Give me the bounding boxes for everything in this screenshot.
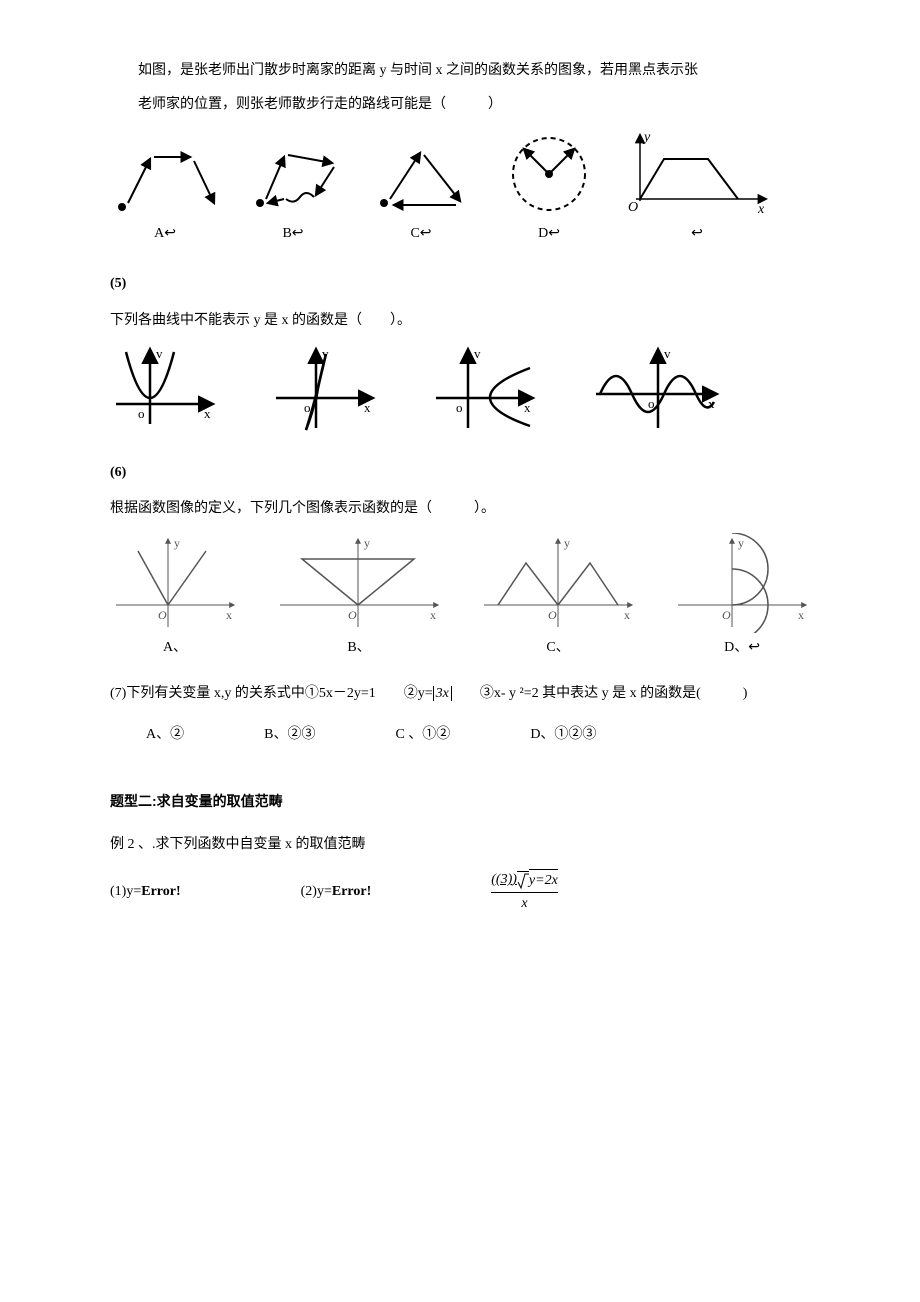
q4-diag-b: B↩ <box>238 139 348 245</box>
q7-mid: ③x- y ²=2 其中表达 y 是 x 的函数是( ) <box>452 686 748 701</box>
svg-text:y: y <box>174 536 180 550</box>
q4-diag-graph: y O x ↩ <box>622 129 772 245</box>
q7-text: (7)下列有关变量 x,y 的关系式中①5x－2y=1 ②y=3x ③x- y … <box>110 683 840 705</box>
q6-num: (6) <box>110 462 840 484</box>
q5-text: 下列各曲线中不能表示 y 是 x 的函数是（ ）。 <box>110 310 840 332</box>
svg-text:y: y <box>564 536 570 550</box>
q7-opt-d: D、①②③ <box>530 724 596 746</box>
svg-text:x: x <box>524 400 531 415</box>
q4-line2: 老师家的位置，则张老师散步行走的路线可能是（ ） <box>110 94 840 116</box>
q6-diag-d: y O x D、↩ <box>672 533 812 659</box>
q6-diag-a: y O x A、 <box>110 533 240 659</box>
ex2-items: (1)y=Error! (2)y=Error! ((3)) y=2x x <box>110 869 840 916</box>
q7-opt-b: B、②③ <box>264 724 315 746</box>
svg-text:o: o <box>456 400 463 415</box>
q5-diag-1: v o x <box>110 344 220 434</box>
q7-abs: 3x <box>433 686 452 701</box>
svg-text:v: v <box>474 346 481 361</box>
svg-text:v: v <box>664 346 671 361</box>
q4-label-b: B↩ <box>282 223 303 245</box>
q5-diag-4: v o x <box>590 344 720 434</box>
q6-diag-c: y O x C、 <box>478 533 638 659</box>
q4-axis-x: x <box>757 202 765 217</box>
q6-label-d: D、↩ <box>724 637 760 659</box>
svg-text:x: x <box>798 608 804 622</box>
q4-label-e: ↩ <box>691 223 703 245</box>
ex2-title: 例 2 、.求下列函数中自变量 x 的取值范畴 <box>110 834 840 856</box>
svg-text:o: o <box>304 400 311 415</box>
q4-axis-y: y <box>642 130 651 145</box>
q4-label-c: C↩ <box>410 223 431 245</box>
svg-text:x: x <box>226 608 232 622</box>
section2-heading: 题型二:求自变量的取值范畴 <box>110 790 840 812</box>
q4-axis-o: O <box>628 200 638 215</box>
q7-pre: (7)下列有关变量 x,y 的关系式中①5x－2y=1 ②y= <box>110 686 433 701</box>
svg-text:v: v <box>156 346 163 361</box>
q6-diag-b: y O x B、 <box>274 533 444 659</box>
q6-label-a: A、 <box>163 637 187 659</box>
q7-options: A、② B、②③ C 、①② D、①②③ <box>146 724 840 746</box>
svg-text:x: x <box>624 608 630 622</box>
svg-text:y: y <box>364 536 370 550</box>
svg-text:x: x <box>204 406 211 421</box>
ex2-item2: (2)y=Error! <box>301 881 372 903</box>
q4-line1: 如图，是张老师出门散步时离家的距离 y 与时间 x 之间的函数关系的图象，若用黑… <box>110 60 840 82</box>
q5-diag-3: v o x <box>430 344 540 434</box>
q5-diagram-row: v o x v o x v o x v o x <box>110 344 840 434</box>
q4-diag-d: D↩ <box>494 129 604 245</box>
q4-label-a: A↩ <box>154 223 176 245</box>
q6-label-b: B、 <box>347 637 370 659</box>
q7-opt-a: A、② <box>146 724 184 746</box>
q5-diag-2: v o x <box>270 344 380 434</box>
q5-num: (5) <box>110 273 840 295</box>
svg-text:O: O <box>158 608 167 622</box>
sqrt-icon <box>517 872 529 890</box>
svg-text:x: x <box>364 400 371 415</box>
q6-label-c: C、 <box>546 637 569 659</box>
ex2-item1: (1)y=Error! <box>110 881 181 903</box>
svg-text:O: O <box>348 608 357 622</box>
svg-text:o: o <box>138 406 145 421</box>
svg-text:y: y <box>738 536 744 550</box>
q6-text: 根据函数图像的定义，下列几个图像表示函数的是（ ）。 <box>110 498 840 520</box>
ex2-item3: ((3)) y=2x x <box>491 869 558 916</box>
q4-label-d: D↩ <box>538 223 560 245</box>
q4-diag-a: A↩ <box>110 139 220 245</box>
q4-diag-c: C↩ <box>366 139 476 245</box>
q6-diagram-row: y O x A、 y O x B、 y O x C、 <box>110 533 840 659</box>
q4-diagram-row: A↩ B↩ <box>110 129 840 245</box>
q7-opt-c: C 、①② <box>395 724 450 746</box>
svg-text:O: O <box>548 608 557 622</box>
svg-text:O: O <box>722 608 731 622</box>
svg-text:x: x <box>430 608 436 622</box>
